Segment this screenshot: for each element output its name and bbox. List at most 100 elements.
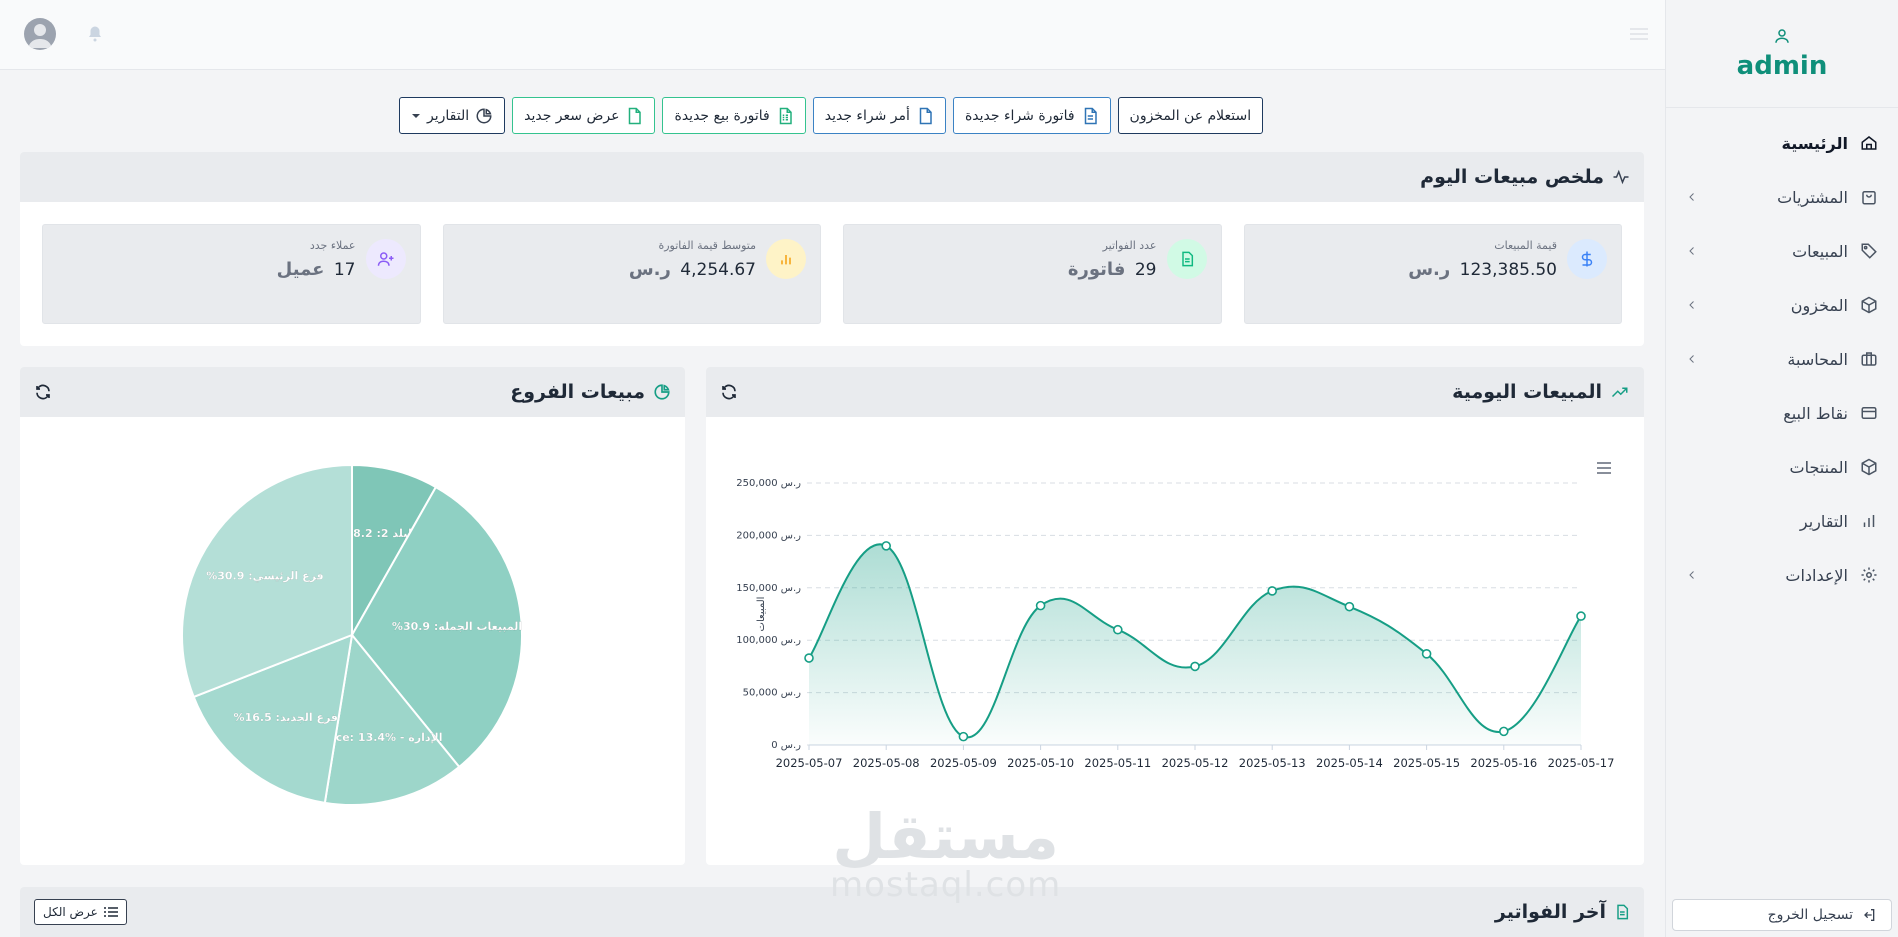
branch-sales-chart: البلد 2: 8.2% المبيعات الجملة: 30.9% الإدا… <box>181 463 523 806</box>
logout-label: تسجيل الخروج <box>1767 907 1853 923</box>
tag-icon <box>1861 243 1877 259</box>
inventory-query-button[interactable]: استعلام عن المخزون <box>1117 97 1264 134</box>
sidebar-item-home[interactable]: الرئيسية <box>1666 116 1898 170</box>
stat-label: متوسط قيمة الفاتورة <box>658 239 756 252</box>
data-point <box>881 541 891 551</box>
data-point <box>1267 586 1278 596</box>
stat-new-customers: عملاء جدد 17 عميل <box>42 224 421 324</box>
menu-toggle-icon[interactable] <box>1630 26 1648 42</box>
panel-header: آخر الفواتير عرض الكل <box>20 887 1644 937</box>
chart-menu-icon[interactable] <box>1597 462 1611 474</box>
sidebar-item-purchases[interactable]: المشتريات <box>1666 170 1898 224</box>
daily-sales-chart: 0 ر.س 50,000 ر.س 100,000 ر.س 150,000 ر.س 200… <box>736 462 1614 770</box>
panel-title: المبيعات اليومية <box>1452 381 1602 403</box>
new-quote-button[interactable]: عرض سعر جديد <box>512 97 656 134</box>
avatar[interactable] <box>24 18 56 50</box>
reports-dropdown[interactable]: التقارير <box>399 97 506 134</box>
sidebar-item-settings[interactable]: الإعدادات <box>1666 548 1898 602</box>
data-point <box>1112 624 1123 635</box>
sidebar-item-sales[interactable]: المبيعات <box>1666 224 1898 278</box>
refresh-icon[interactable] <box>34 383 52 401</box>
sidebar-item-label: المحاسبة <box>1787 349 1848 369</box>
pie-chart-icon <box>476 107 492 123</box>
x-tick-label: 2025-05-16 <box>1470 756 1537 770</box>
new-purchase-invoice-button[interactable]: فاتورة شراء جديدة <box>952 97 1111 134</box>
data-point <box>804 653 814 663</box>
y-axis-label: المبيعات <box>756 597 767 632</box>
stat-unit: ر.س <box>1408 259 1451 280</box>
file-icon <box>629 107 642 124</box>
panel-header: ملخص مبيعات اليوم <box>20 152 1644 202</box>
sidebar-item-inventory[interactable]: المخزون <box>1666 278 1898 332</box>
data-point <box>958 731 969 742</box>
series-line <box>808 543 1582 739</box>
stat-value: 4,254.67 ر.س <box>629 259 756 280</box>
pie-slice <box>181 463 353 699</box>
chevron-left-icon <box>1686 569 1698 581</box>
stat-invoice-count: عدد الفواتير 29 فاتورة <box>843 224 1222 324</box>
home-icon <box>1861 136 1877 150</box>
new-purchase-invoice-label: فاتورة شراء جديدة <box>964 107 1075 124</box>
sidebar-item-label: المبيعات <box>1792 241 1848 261</box>
gear-icon <box>1861 567 1877 583</box>
sidebar-item-accounting[interactable]: المحاسبة <box>1666 332 1898 386</box>
stat-unit: عميل <box>276 259 325 280</box>
refresh-icon[interactable] <box>720 383 738 401</box>
panel-title: آخر الفواتير <box>1494 901 1606 923</box>
sidebar-item-label: الإعدادات <box>1785 565 1848 585</box>
bell-icon[interactable] <box>86 24 104 44</box>
branch-sales-panel: مبيعات الفروع البلد 2: 8.2% المبيعات الجم… <box>20 367 685 865</box>
bar-chart-icon <box>766 239 806 279</box>
stat-sales-value: قيمة المبيعات 123,385.50 ر.س <box>1243 224 1622 324</box>
box-icon <box>1861 296 1877 314</box>
x-tick-label: 2025-05-14 <box>1316 756 1383 770</box>
list-icon <box>103 907 118 917</box>
x-tick-label: 2025-05-10 <box>1007 756 1074 770</box>
y-tick-label: 250,000 ر.س <box>736 478 801 489</box>
logout-icon <box>1864 909 1875 921</box>
sidebar-item-label: الرئيسية <box>1781 133 1849 153</box>
y-tick-label: 100,000 ر.س <box>736 635 801 646</box>
sidebar-item-label: التقارير <box>1799 511 1848 531</box>
stat-number: 29 <box>1134 260 1157 280</box>
credit-card-icon <box>1861 407 1877 419</box>
sidebar-item-label: المنتجات <box>1789 457 1849 477</box>
view-all-button[interactable]: عرض الكل <box>34 899 127 925</box>
y-tick-label: 150,000 ر.س <box>736 583 801 594</box>
new-quote-label: عرض سعر جديد <box>524 107 620 124</box>
new-sales-invoice-label: فاتورة بيع جديدة <box>674 107 770 124</box>
latest-invoices-panel: آخر الفواتير عرض الكل <box>20 887 1644 937</box>
panel-title: ملخص مبيعات اليوم <box>1420 166 1604 188</box>
activity-icon <box>1613 169 1629 185</box>
sidebar-item-products[interactable]: المنتجات <box>1666 440 1898 494</box>
sidebar-menu: الرئيسية المشتريات المبيعات المخزون المح… <box>1666 108 1898 602</box>
y-tick-label: 200,000 ر.س <box>736 530 801 541</box>
sidebar: admin الرئيسية المشتريات المبيعات المخزو… <box>1665 0 1898 937</box>
dollar-icon <box>1567 239 1607 279</box>
x-tick-label: 2025-05-08 <box>853 756 920 770</box>
x-tick-label: 2025-05-09 <box>930 756 997 770</box>
inventory-query-label: استعلام عن المخزون <box>1129 107 1252 124</box>
pie-slice <box>192 633 354 804</box>
pie-chart-icon <box>654 384 670 400</box>
panel-header: مبيعات الفروع <box>20 367 685 417</box>
sidebar-item-reports[interactable]: التقارير <box>1666 494 1898 548</box>
new-sales-invoice-button[interactable]: فاتورة بيع جديدة <box>662 97 806 134</box>
trending-up-icon <box>1611 387 1628 398</box>
logout-button[interactable]: تسجيل الخروج <box>1672 899 1892 931</box>
x-tick-label: 2025-05-13 <box>1239 756 1306 770</box>
slice-label: الإدارة - office: 13.4% <box>316 731 443 744</box>
new-purchase-order-button[interactable]: أمر شراء جديد <box>812 97 946 134</box>
reports-label: التقارير <box>427 107 470 124</box>
sidebar-item-label: المشتريات <box>1777 187 1848 207</box>
stat-label: قيمة المبيعات <box>1494 239 1557 252</box>
sidebar-item-pos[interactable]: نقاط البيع <box>1666 386 1898 440</box>
briefcase-icon <box>1861 352 1877 366</box>
data-point <box>1035 600 1046 611</box>
stat-unit: فاتورة <box>1067 259 1126 280</box>
stat-unit: ر.س <box>628 259 671 280</box>
file-text-icon <box>1617 904 1629 920</box>
slice-label: البلد 2: 8.2% <box>342 527 416 540</box>
stats-row: قيمة المبيعات 123,385.50 ر.س عدد الفواتي… <box>42 224 1622 324</box>
stat-label: عدد الفواتير <box>1102 239 1157 252</box>
